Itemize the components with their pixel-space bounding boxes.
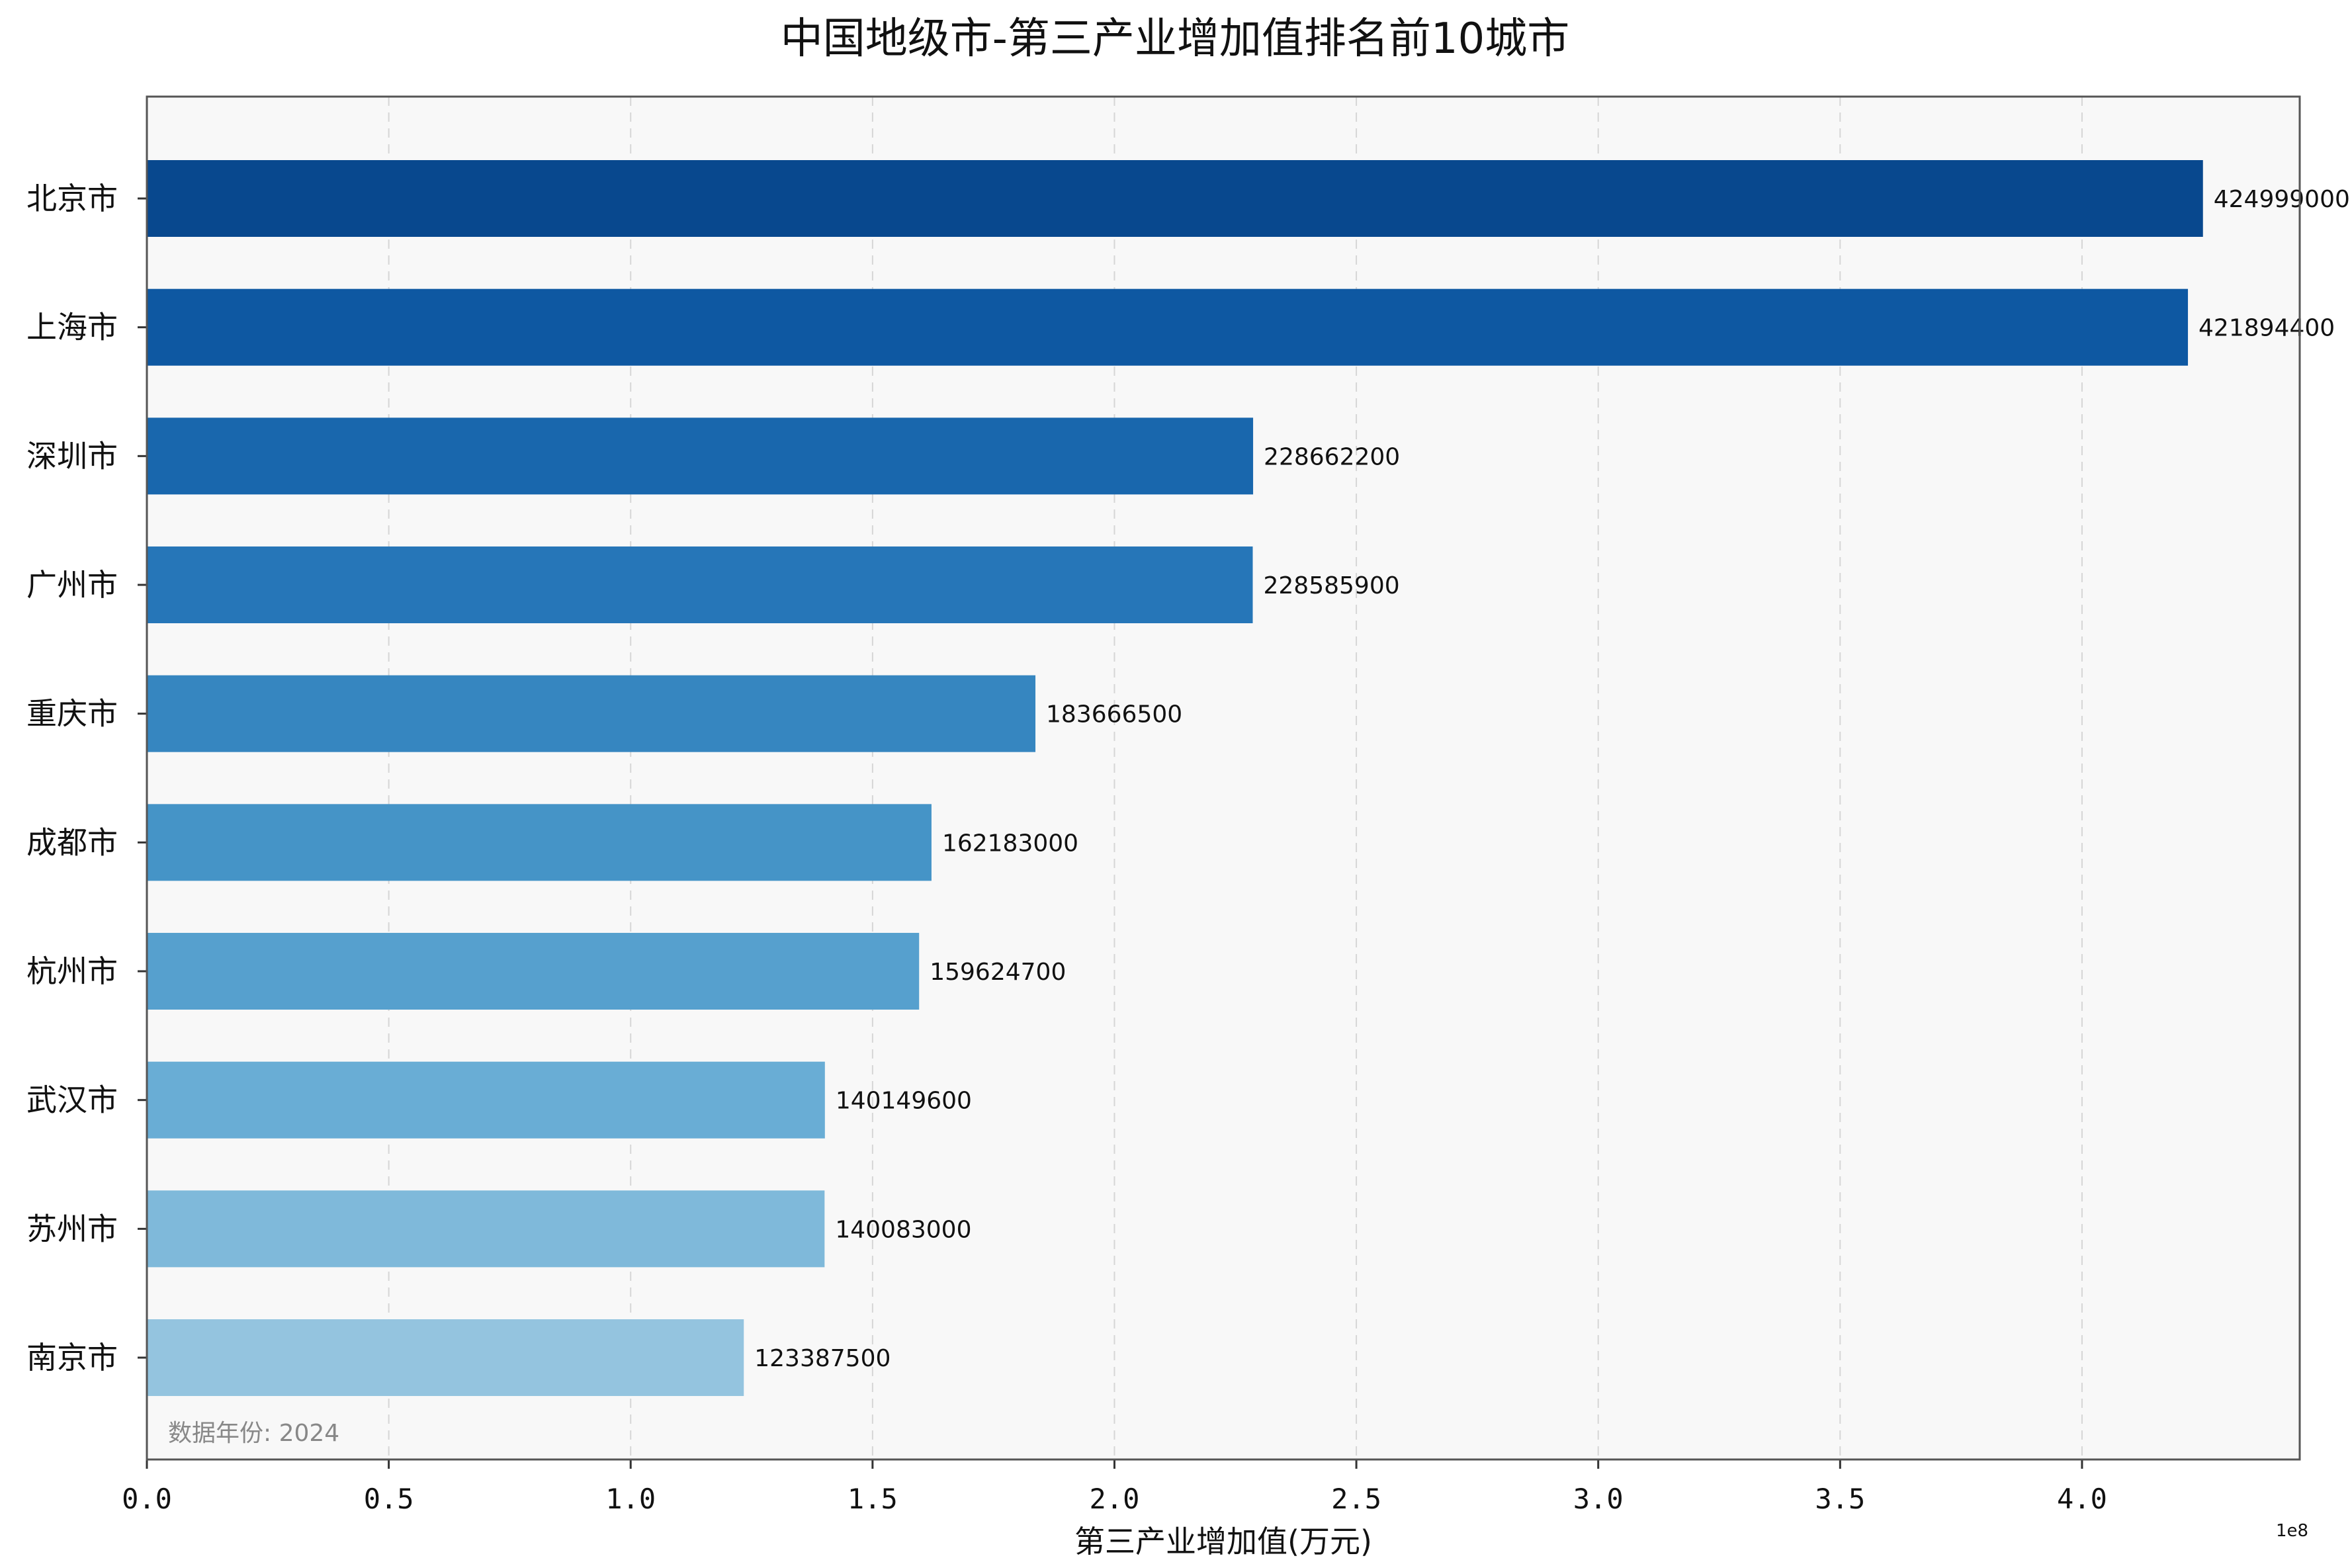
x-tick-label: 2.5 xyxy=(1331,1483,1381,1515)
chart-title: 中国地级市-第三产业增加值排名前10城市 xyxy=(781,15,1570,64)
bar-value-label: 228585900 xyxy=(1264,572,1400,599)
bar xyxy=(147,1061,825,1139)
bar xyxy=(147,933,920,1010)
bar-value-label: 140083000 xyxy=(835,1216,971,1243)
bar-value-label: 123387500 xyxy=(754,1345,891,1372)
x-tick-label: 0.5 xyxy=(364,1483,414,1515)
bar xyxy=(147,288,2189,366)
y-tick-label: 杭州市 xyxy=(26,953,118,989)
bar-value-label: 162183000 xyxy=(942,830,1078,857)
x-tick-label: 3.5 xyxy=(1815,1483,1865,1515)
x-tick-label: 1.0 xyxy=(605,1483,656,1515)
bar-value-label: 421894400 xyxy=(2198,315,2335,342)
bar xyxy=(147,417,1254,495)
y-tick-label: 成都市 xyxy=(26,824,118,860)
y-tick-label: 广州市 xyxy=(26,567,118,603)
plot-frame xyxy=(146,95,2301,1461)
y-tick-label: 上海市 xyxy=(26,310,118,345)
y-tick-label: 北京市 xyxy=(26,181,118,216)
y-tick-label: 苏州市 xyxy=(26,1211,118,1246)
x-tick-label: 1.5 xyxy=(848,1483,898,1515)
bar xyxy=(147,1319,744,1397)
bar-value-label: 183666500 xyxy=(1046,701,1182,728)
x-offset-label: 1e8 xyxy=(2276,1521,2308,1541)
data-year-note: 数据年份: 2024 xyxy=(168,1420,339,1447)
x-tick-label: 2.0 xyxy=(1090,1483,1140,1515)
bar-layer xyxy=(147,160,2203,1397)
bar-value-label: 228662200 xyxy=(1264,443,1400,470)
y-tick-label: 深圳市 xyxy=(26,438,118,474)
x-tick-label: 4.0 xyxy=(2057,1483,2107,1515)
bar xyxy=(147,675,1036,752)
y-tick-label: 武汉市 xyxy=(26,1082,118,1118)
bar-value-label: 140149600 xyxy=(836,1088,972,1115)
y-tick-label: 重庆市 xyxy=(26,696,118,732)
x-tick-layer: 0.0 0.5 1.0 1.5 2.0 2.5 3.0 3.5 4.0 xyxy=(122,1459,2107,1515)
bar xyxy=(147,160,2203,237)
bar xyxy=(147,546,1253,624)
x-tick-label: 3.0 xyxy=(1573,1483,1624,1515)
x-tick-label: 0.0 xyxy=(122,1483,172,1515)
y-tick-label: 南京市 xyxy=(26,1340,118,1375)
bar-value-label: 159624700 xyxy=(930,959,1066,986)
x-axis-label: 第三产业增加值(万元) xyxy=(1074,1524,1372,1559)
value-label-layer: 424999000 421894400 228662200 228585900 1836… xyxy=(754,186,2350,1372)
bar xyxy=(147,1190,825,1268)
bar-value-label: 424999000 xyxy=(2214,186,2350,213)
bar xyxy=(147,804,932,881)
